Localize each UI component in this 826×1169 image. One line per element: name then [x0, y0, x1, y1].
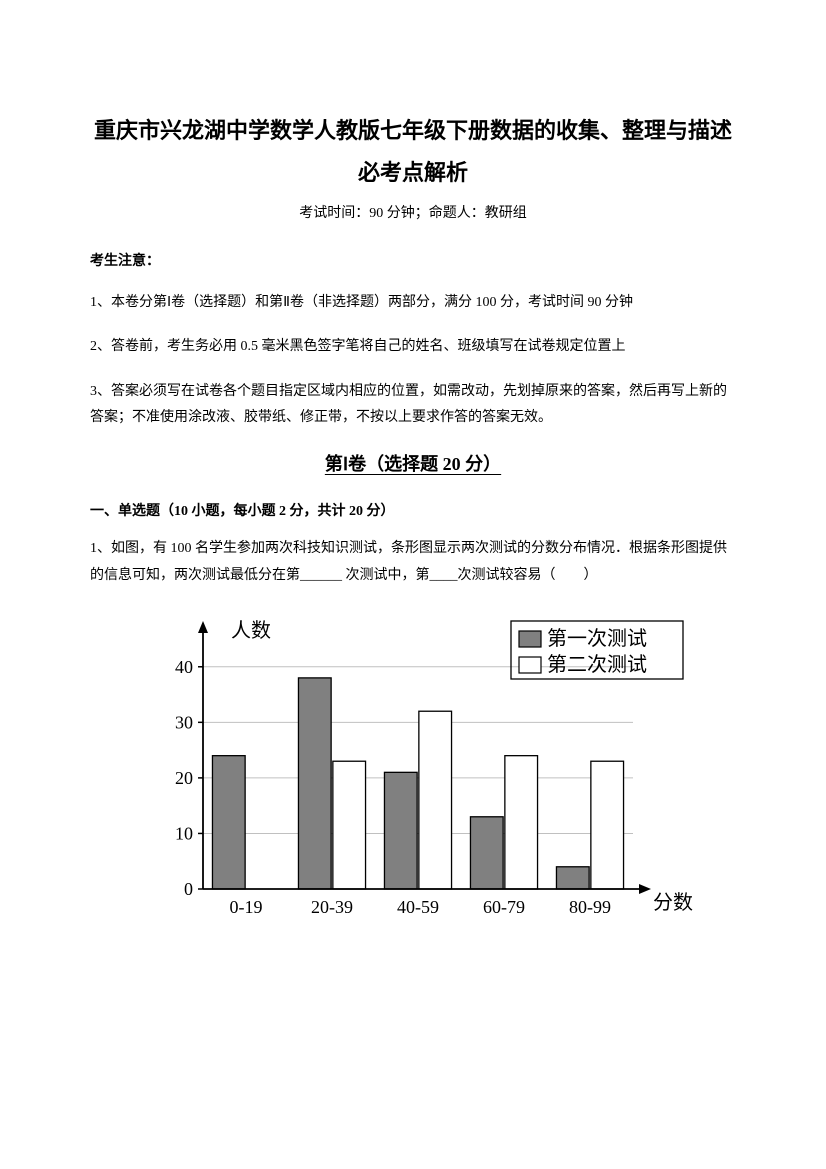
svg-text:第一次测试: 第一次测试 — [547, 627, 647, 650]
svg-text:20: 20 — [175, 768, 193, 788]
svg-text:40: 40 — [175, 657, 193, 677]
question-text: 1、如图，有 100 名学生参加两次科技知识测试，条形图显示两次测试的分数分布情… — [90, 536, 736, 589]
doc-title: 重庆市兴龙湖中学数学人教版七年级下册数据的收集、整理与描述必考点解析 — [90, 110, 736, 194]
chart-container: 0 10 20 30 40 0-19 20-39 40-59 60-79 80-99 人数分数 第一次… — [90, 619, 736, 949]
svg-text:80-99: 80-99 — [569, 897, 611, 917]
svg-text:0-19: 0-19 — [230, 897, 263, 917]
svg-text:第二次测试: 第二次测试 — [547, 653, 647, 676]
svg-text:分数: 分数 — [653, 891, 693, 914]
svg-text:人数: 人数 — [231, 619, 271, 642]
notice-item: 1、本卷分第Ⅰ卷（选择题）和第Ⅱ卷（非选择题）两部分，满分 100 分，考试时间… — [90, 290, 736, 317]
subsection-heading: 一、单选题（10 小题，每小题 2 分，共计 20 分） — [90, 500, 736, 520]
section-heading: 第Ⅰ卷（选择题 20 分） — [90, 450, 736, 476]
notice-item: 2、答卷前，考生务必用 0.5 毫米黑色签字笔将自己的姓名、班级填写在试卷规定位… — [90, 334, 736, 361]
exam-info: 考试时间：90 分钟；命题人：教研组 — [90, 202, 736, 222]
svg-text:40-59: 40-59 — [397, 897, 439, 917]
notice-heading: 考生注意： — [90, 250, 736, 270]
svg-text:20-39: 20-39 — [311, 897, 353, 917]
svg-text:60-79: 60-79 — [483, 897, 525, 917]
svg-text:0: 0 — [184, 879, 193, 899]
svg-text:10: 10 — [175, 824, 193, 844]
svg-text:30: 30 — [175, 712, 193, 732]
notice-item: 3、答案必须写在试卷各个题目指定区域内相应的位置，如需改动，先划掉原来的答案，然… — [90, 379, 736, 432]
bar-chart: 0 10 20 30 40 0-19 20-39 40-59 60-79 80-99 人数分数 第一次… — [133, 619, 693, 949]
